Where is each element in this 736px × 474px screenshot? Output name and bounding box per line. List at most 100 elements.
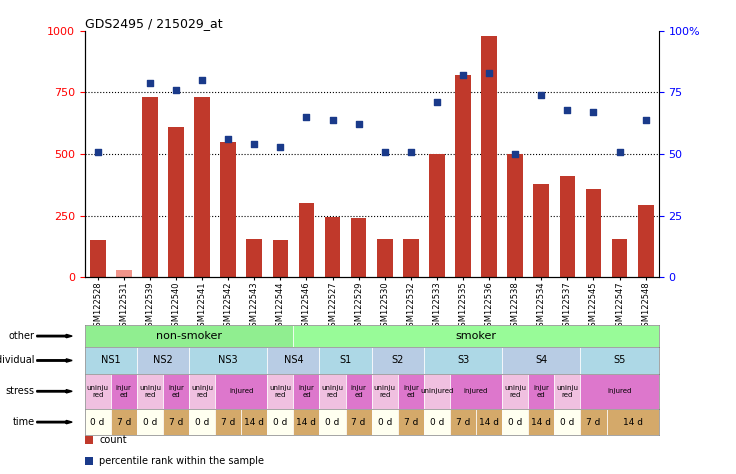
Text: 0 d: 0 d [273, 418, 288, 427]
Bar [424, 409, 450, 435]
Bar [586, 189, 601, 277]
Text: 0 d: 0 d [91, 418, 105, 427]
Bar [294, 374, 319, 409]
Bar [450, 374, 502, 409]
Point [614, 148, 626, 155]
Bar [215, 409, 241, 435]
Point [405, 148, 417, 155]
Text: 7 d: 7 d [221, 418, 236, 427]
Text: NS3: NS3 [219, 356, 238, 365]
Text: injured: injured [464, 388, 488, 394]
Bar [606, 409, 659, 435]
Bar [215, 374, 267, 409]
Bar [319, 409, 346, 435]
Text: 7 d: 7 d [587, 418, 601, 427]
Text: S3: S3 [457, 356, 469, 365]
Text: injur
ed: injur ed [299, 385, 314, 398]
Bar [142, 97, 158, 277]
Bar [377, 239, 392, 277]
Text: 0 d: 0 d [378, 418, 392, 427]
Bar [346, 374, 372, 409]
Bar [581, 347, 659, 374]
Point [484, 69, 495, 76]
Bar [424, 347, 502, 374]
Bar [267, 347, 319, 374]
Point [275, 143, 286, 150]
Bar [299, 203, 314, 277]
Text: 14 d: 14 d [623, 418, 643, 427]
Text: NS2: NS2 [153, 356, 173, 365]
Bar [137, 409, 163, 435]
Text: injur
ed: injur ed [350, 385, 367, 398]
Bar [90, 240, 105, 277]
Bar [559, 176, 576, 277]
Bar [85, 409, 110, 435]
Text: injured: injured [229, 388, 253, 394]
Bar [116, 270, 132, 277]
Bar [189, 374, 215, 409]
Bar [554, 409, 581, 435]
Point [587, 109, 599, 116]
Bar [294, 325, 659, 347]
Bar [85, 347, 137, 374]
Bar [168, 127, 184, 277]
Text: 14 d: 14 d [531, 418, 551, 427]
Text: percentile rank within the sample: percentile rank within the sample [99, 456, 264, 466]
Bar [372, 374, 397, 409]
Text: smoker: smoker [456, 331, 497, 341]
Bar [502, 347, 581, 374]
Bar [294, 409, 319, 435]
Bar [581, 409, 606, 435]
Point [144, 79, 156, 86]
Text: GDS2495 / 215029_at: GDS2495 / 215029_at [85, 17, 222, 30]
Bar [319, 374, 346, 409]
Point [640, 116, 651, 123]
Bar [502, 374, 528, 409]
Bar [424, 374, 450, 409]
Bar [85, 374, 110, 409]
Bar [137, 374, 163, 409]
Point [431, 99, 443, 106]
Bar [163, 374, 189, 409]
Bar [110, 374, 137, 409]
Text: 7 d: 7 d [352, 418, 366, 427]
Bar [351, 218, 367, 277]
Bar [507, 154, 523, 277]
Bar [455, 75, 471, 277]
Bar [372, 409, 397, 435]
Text: uninju
red: uninju red [87, 385, 109, 398]
Bar [612, 239, 627, 277]
Text: 0 d: 0 d [560, 418, 575, 427]
Text: time: time [13, 417, 35, 427]
Point [197, 76, 208, 84]
Bar [272, 240, 289, 277]
Text: 7 d: 7 d [169, 418, 183, 427]
Bar [194, 97, 210, 277]
Bar [163, 409, 189, 435]
Bar [137, 347, 189, 374]
Text: non-smoker: non-smoker [156, 331, 222, 341]
Bar [638, 205, 654, 277]
Point [353, 121, 364, 128]
Point [327, 116, 339, 123]
Bar [397, 409, 424, 435]
Bar [403, 239, 419, 277]
Bar [220, 142, 236, 277]
Point [222, 136, 234, 143]
Text: stress: stress [6, 386, 35, 396]
Text: 0 d: 0 d [325, 418, 340, 427]
Text: 14 d: 14 d [244, 418, 264, 427]
Text: NS4: NS4 [283, 356, 303, 365]
Text: uninju
red: uninju red [374, 385, 396, 398]
Bar [189, 347, 267, 374]
Text: individual: individual [0, 356, 35, 365]
Bar [110, 409, 137, 435]
Text: 0 d: 0 d [508, 418, 523, 427]
Point [300, 113, 312, 121]
Bar [189, 409, 215, 435]
Text: uninju
red: uninju red [504, 385, 526, 398]
Text: 7 d: 7 d [403, 418, 418, 427]
Bar [450, 409, 476, 435]
Bar [581, 374, 659, 409]
Bar [481, 36, 497, 277]
